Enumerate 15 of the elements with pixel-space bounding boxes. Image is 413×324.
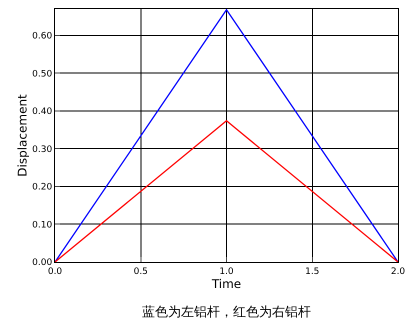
- y-axis-title: Displacement: [15, 94, 30, 177]
- x-tick-label: 2.0: [390, 266, 406, 277]
- x-tick-label: 1.5: [305, 266, 320, 277]
- x-tick-label: 0.0: [48, 266, 62, 277]
- x-tick-label: 1.0: [219, 266, 234, 277]
- y-tick-label: 0.20: [32, 182, 52, 193]
- y-tick-label: 0.50: [32, 69, 52, 80]
- y-tick-label: 0.10: [32, 220, 52, 230]
- x-axis-title: Time: [210, 276, 242, 291]
- y-tick-label: 0.30: [32, 144, 52, 155]
- y-tick-label: 0.60: [32, 32, 52, 42]
- text: 蓝色为左铝杆，红色为右铝杆: [142, 305, 311, 320]
- x-tick-label: 0.5: [134, 266, 148, 277]
- y-tick-label: 0.00: [32, 258, 52, 268]
- y-tick-label: 0.40: [32, 107, 52, 118]
